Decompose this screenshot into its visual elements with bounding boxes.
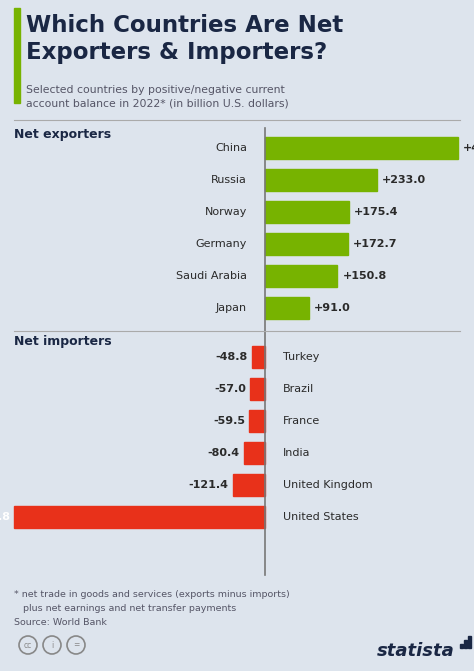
Text: Net importers: Net importers — [14, 335, 111, 348]
Bar — [265, 265, 337, 287]
Text: -943.8: -943.8 — [0, 512, 10, 522]
Text: Germany: Germany — [196, 239, 247, 249]
Bar — [460, 644, 463, 648]
Bar — [265, 137, 458, 159]
Text: =: = — [73, 641, 79, 650]
Text: +401.9: +401.9 — [463, 143, 474, 153]
Text: Which Countries Are Net
Exporters & Importers?: Which Countries Are Net Exporters & Impo… — [26, 14, 343, 64]
Bar — [265, 297, 309, 319]
Text: Turkey: Turkey — [283, 352, 319, 362]
Text: i: i — [51, 641, 53, 650]
Text: cc: cc — [24, 641, 32, 650]
Text: +91.0: +91.0 — [314, 303, 350, 313]
Bar — [252, 346, 265, 368]
Bar — [14, 506, 265, 528]
Text: +175.4: +175.4 — [354, 207, 399, 217]
Bar — [14, 8, 20, 103]
Text: -80.4: -80.4 — [208, 448, 240, 458]
Bar — [468, 636, 471, 648]
Bar — [244, 442, 265, 464]
Bar — [265, 233, 348, 255]
Text: -48.8: -48.8 — [216, 352, 248, 362]
Text: Saudi Arabia: Saudi Arabia — [176, 271, 247, 281]
Text: China: China — [215, 143, 247, 153]
Bar — [464, 640, 467, 648]
Text: -59.5: -59.5 — [213, 416, 245, 426]
Text: +233.0: +233.0 — [382, 175, 426, 185]
Bar — [233, 474, 265, 496]
Bar — [265, 201, 349, 223]
Text: +172.7: +172.7 — [353, 239, 397, 249]
Text: United States: United States — [283, 512, 359, 522]
Text: India: India — [283, 448, 310, 458]
Text: Brazil: Brazil — [283, 384, 314, 394]
Text: Selected countries by positive/negative current
account balance in 2022* (in bil: Selected countries by positive/negative … — [26, 85, 289, 108]
Bar — [250, 378, 265, 400]
Text: Japan: Japan — [216, 303, 247, 313]
Text: +150.8: +150.8 — [342, 271, 387, 281]
Text: Source: World Bank: Source: World Bank — [14, 618, 107, 627]
Text: Net exporters: Net exporters — [14, 128, 111, 141]
Text: statista: statista — [377, 642, 455, 660]
Bar — [265, 169, 377, 191]
Text: Russia: Russia — [211, 175, 247, 185]
Text: * net trade in goods and services (exports minus imports): * net trade in goods and services (expor… — [14, 590, 290, 599]
Bar — [249, 410, 265, 432]
Text: France: France — [283, 416, 320, 426]
Text: Norway: Norway — [205, 207, 247, 217]
Text: plus net earnings and net transfer payments: plus net earnings and net transfer payme… — [14, 604, 236, 613]
Text: -57.0: -57.0 — [214, 384, 246, 394]
Text: United Kingdom: United Kingdom — [283, 480, 373, 490]
Text: -121.4: -121.4 — [189, 480, 229, 490]
